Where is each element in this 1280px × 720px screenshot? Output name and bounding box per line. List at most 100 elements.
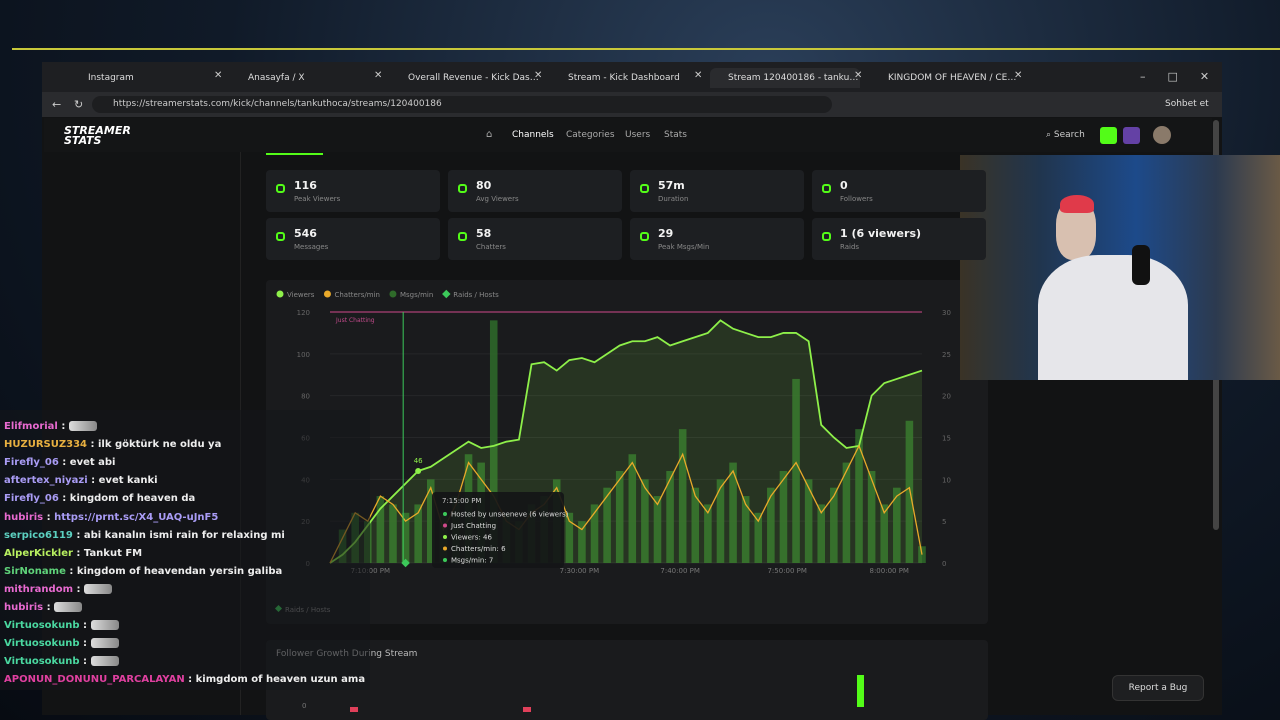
tab-close[interactable]: ✕ (374, 70, 383, 81)
chat-message: Firefly_06 : kingdom of heaven da (4, 493, 195, 504)
tab[interactable]: Anasayfa / X (248, 73, 305, 83)
chat-message: hubiris : (4, 602, 83, 613)
bar (628, 454, 637, 563)
x-tick-label: 8:00:00 PM (870, 567, 909, 575)
stat-value: 29 (658, 227, 674, 240)
chat-user[interactable]: Firefly_06 (4, 457, 59, 469)
address-bar[interactable] (92, 96, 832, 113)
chat-text[interactable]: https://prnt.sc/X4_UAQ-uJnF5 (54, 511, 219, 523)
stat-label: Raids (840, 243, 860, 251)
chat-user[interactable]: hubiris (4, 602, 44, 613)
bar (893, 487, 901, 563)
tab-close[interactable]: ✕ (534, 70, 543, 81)
webcam (960, 155, 1280, 380)
tab[interactable]: Overall Revenue - Kick Dashboard (408, 73, 540, 83)
line (329, 319, 923, 564)
nav-link[interactable]: Channels (512, 130, 554, 140)
point-label: 46 (414, 457, 423, 465)
chat-text: kingdom of heavendan yersin galiba (76, 565, 283, 577)
tab[interactable]: Instagram (88, 73, 134, 83)
stat-icon (276, 184, 285, 193)
report-button[interactable]: Report a Bug (1112, 675, 1204, 701)
y2-tick-label: 15 (942, 435, 951, 443)
bar (767, 487, 775, 563)
home-icon[interactable]: ⌂ (486, 129, 493, 140)
chat-separator: : (58, 457, 70, 469)
logo[interactable]: STREAMER STATS (64, 125, 131, 147)
stat-value: 116 (294, 179, 317, 192)
line (329, 444, 923, 564)
bar (376, 496, 385, 563)
reload-button[interactable]: ↻ (74, 98, 84, 111)
chat-text: abi kanalın ismi rain for relaxing mi (83, 529, 285, 541)
chat-user[interactable]: Virtuosokunb (4, 656, 80, 668)
stat-label: Duration (658, 195, 689, 203)
emote (90, 620, 119, 631)
chat-user[interactable]: APONUN_DONUNU_PARCALAYAN (4, 674, 185, 686)
tooltip-line: Just Chatting (450, 522, 496, 530)
tab-close[interactable]: ✕ (214, 70, 223, 81)
kick-button[interactable] (1100, 127, 1117, 144)
stat-icon (640, 232, 649, 241)
tooltip-line: Msgs/min: 7 (451, 557, 493, 565)
tab-close[interactable]: ✕ (694, 70, 703, 81)
chat-user[interactable]: Elifmorial (4, 421, 58, 432)
nav-link[interactable]: Categories (566, 130, 615, 140)
search-label: Search (1053, 130, 1085, 140)
chat-user[interactable]: Virtuosokunb (4, 638, 80, 650)
chat-separator: : (87, 475, 99, 487)
chat-user[interactable]: Virtuosokunb (4, 620, 80, 632)
site-header (44, 118, 1212, 152)
tab-close[interactable]: ✕ (854, 70, 863, 81)
chat-user[interactable]: HUZURSUZ334 (4, 439, 88, 451)
emote (83, 583, 112, 594)
chat-separator: : (65, 565, 77, 577)
emote (54, 602, 83, 612)
nav-link[interactable]: Stats (664, 130, 687, 140)
y2-tick-label: 10 (942, 476, 951, 484)
bar (666, 470, 674, 563)
chat-overlay (0, 410, 370, 690)
bar (880, 504, 888, 563)
chat-user[interactable]: mithrandom (4, 583, 73, 595)
chat-user[interactable]: hubiris (4, 511, 44, 523)
avatar[interactable] (1153, 126, 1171, 144)
nav-link[interactable]: Users (625, 130, 651, 140)
stat-card: 116 Peak Viewers (266, 170, 440, 212)
url[interactable]: https://streamerstats.com/kick/channels/… (113, 99, 442, 109)
microphone (1132, 245, 1150, 285)
chat-user[interactable]: aftertex_niyazi (4, 475, 88, 487)
y-tick-label: 100 (297, 351, 310, 359)
logo-line: STATS (64, 134, 102, 147)
bar (489, 320, 498, 563)
tab-close[interactable]: ✕ (1014, 70, 1023, 81)
chat-user[interactable]: AlperKickler (4, 547, 73, 559)
bar (754, 512, 763, 563)
chat-message: mithrandom : (4, 583, 112, 595)
bar (401, 512, 410, 563)
bar (905, 420, 914, 563)
stat-value: 0 (840, 179, 848, 192)
tab[interactable]: Stream 120400186 - tankuthoca - I (710, 68, 860, 88)
twitch-button[interactable] (1123, 127, 1140, 144)
bar (817, 504, 826, 563)
bar (741, 496, 750, 563)
bar (716, 479, 725, 563)
y-tick-label: 120 (297, 309, 310, 317)
emote (90, 638, 119, 649)
profile-button[interactable]: Sohbet et (1165, 99, 1209, 109)
window-controls[interactable]: –□✕ (1140, 70, 1232, 83)
chat-user[interactable]: Firefly_06 (4, 493, 59, 505)
tab[interactable]: KINGDOM OF HEAVEN / CENNETİ (888, 73, 1020, 83)
legend-swatch (442, 289, 451, 299)
search[interactable]: ⌕ Search (1046, 130, 1085, 140)
tooltip-dot (443, 546, 447, 551)
back-button[interactable]: ← (52, 98, 62, 111)
bar (603, 487, 611, 563)
tab[interactable]: Stream - Kick Dashboard (568, 73, 680, 83)
stat-card: 80 Avg Viewers (448, 170, 622, 212)
chat-separator: : (57, 421, 69, 432)
chat-user[interactable]: SirNoname (4, 565, 66, 577)
chat-user[interactable]: serpico6119 (4, 529, 73, 541)
bar (729, 462, 737, 563)
